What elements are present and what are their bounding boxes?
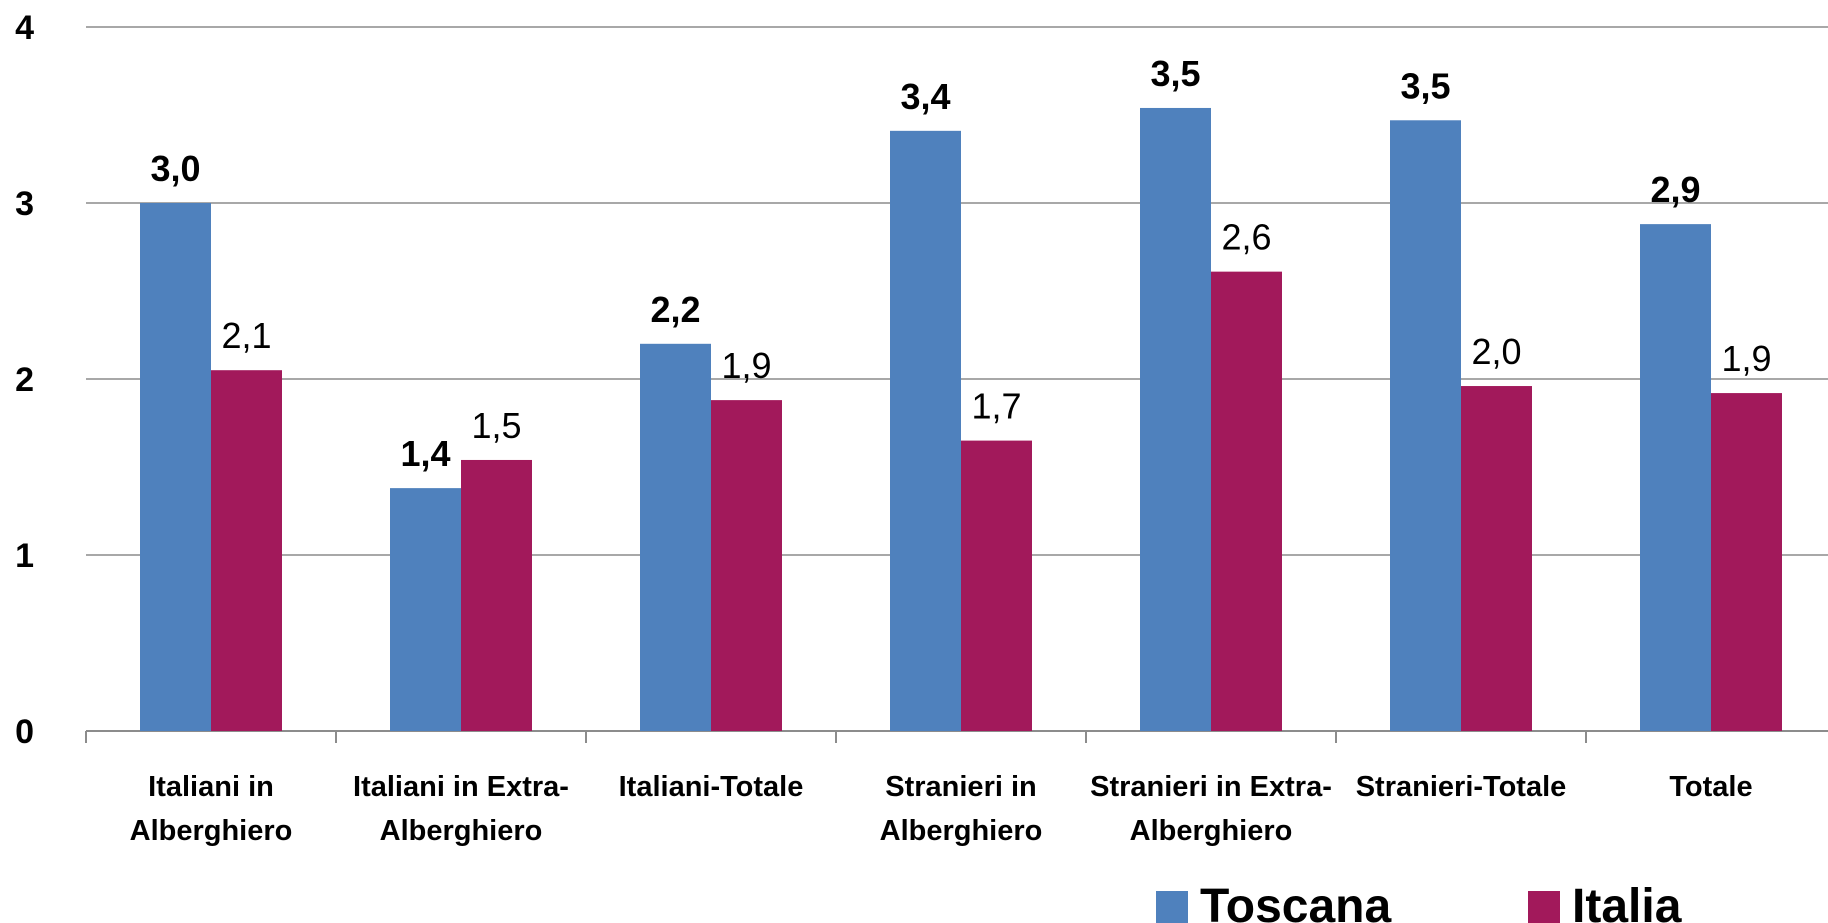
- y-tick-label: 0: [15, 713, 34, 751]
- bar-toscana: [1140, 107, 1211, 731]
- category-label: Stranieri-Totale: [1356, 771, 1567, 803]
- category-labels: Italiani in Alberghiero Italiani in Extra-…: [130, 771, 1753, 847]
- category-label: Alberghiero: [880, 815, 1043, 847]
- bar-toscana: [640, 343, 711, 731]
- legend: Toscana Italia: [1156, 880, 1682, 923]
- bar-italia: [1461, 386, 1532, 731]
- category-label: Totale: [1669, 771, 1752, 803]
- data-label: 2,6: [1221, 217, 1271, 258]
- data-label: 1,4: [400, 433, 450, 474]
- y-tick-label: 3: [15, 185, 34, 223]
- legend-swatch-italia: [1528, 891, 1560, 923]
- data-labels: 3,0 2,1 1,4 1,5 2,2 1,9 3,4 1,7 3,5 2,6 3,5 2,0 2,9 1…: [150, 53, 1771, 474]
- data-label: 1,9: [1721, 338, 1771, 379]
- y-tick-label: 4: [15, 9, 34, 47]
- data-label: 3,0: [150, 148, 200, 189]
- data-label: 2,2: [650, 289, 700, 330]
- data-label: 2,1: [221, 315, 271, 356]
- data-label: 2,9: [1650, 169, 1700, 210]
- bar-toscana: [890, 130, 961, 732]
- bar-italia: [711, 400, 782, 731]
- category-label: Italiani in Extra-: [353, 771, 569, 803]
- data-label: 1,7: [971, 386, 1021, 427]
- data-label: 2,0: [1471, 331, 1521, 372]
- legend-label-italia: Italia: [1572, 880, 1682, 923]
- data-label: 1,5: [471, 405, 521, 446]
- bar-italia: [211, 370, 282, 731]
- category-label: Italiani-Totale: [619, 771, 804, 803]
- bar-italia: [1711, 393, 1782, 731]
- category-label: Alberghiero: [130, 815, 293, 847]
- bar-toscana: [1390, 120, 1461, 731]
- y-tick-label: 1: [15, 537, 34, 575]
- bar-italia: [961, 440, 1032, 731]
- category-label: Alberghiero: [380, 815, 543, 847]
- data-label: 3,4: [900, 76, 950, 117]
- bar-toscana: [390, 488, 461, 731]
- category-label: Italiani in: [148, 771, 274, 803]
- bar-italia: [1211, 271, 1282, 731]
- legend-label-toscana: Toscana: [1200, 880, 1391, 923]
- bar-italia: [461, 459, 532, 731]
- bars: [140, 107, 1782, 732]
- data-label: 3,5: [1150, 53, 1200, 94]
- category-label: Stranieri in: [885, 771, 1037, 803]
- bar-toscana: [140, 203, 211, 731]
- category-label: Alberghiero: [1130, 815, 1293, 847]
- legend-swatch-toscana: [1156, 891, 1188, 923]
- category-label: Stranieri in Extra-: [1090, 771, 1332, 803]
- data-label: 1,9: [721, 345, 771, 386]
- y-tick-label: 2: [15, 361, 34, 399]
- bar-toscana: [1640, 224, 1711, 731]
- data-label: 3,5: [1400, 65, 1450, 106]
